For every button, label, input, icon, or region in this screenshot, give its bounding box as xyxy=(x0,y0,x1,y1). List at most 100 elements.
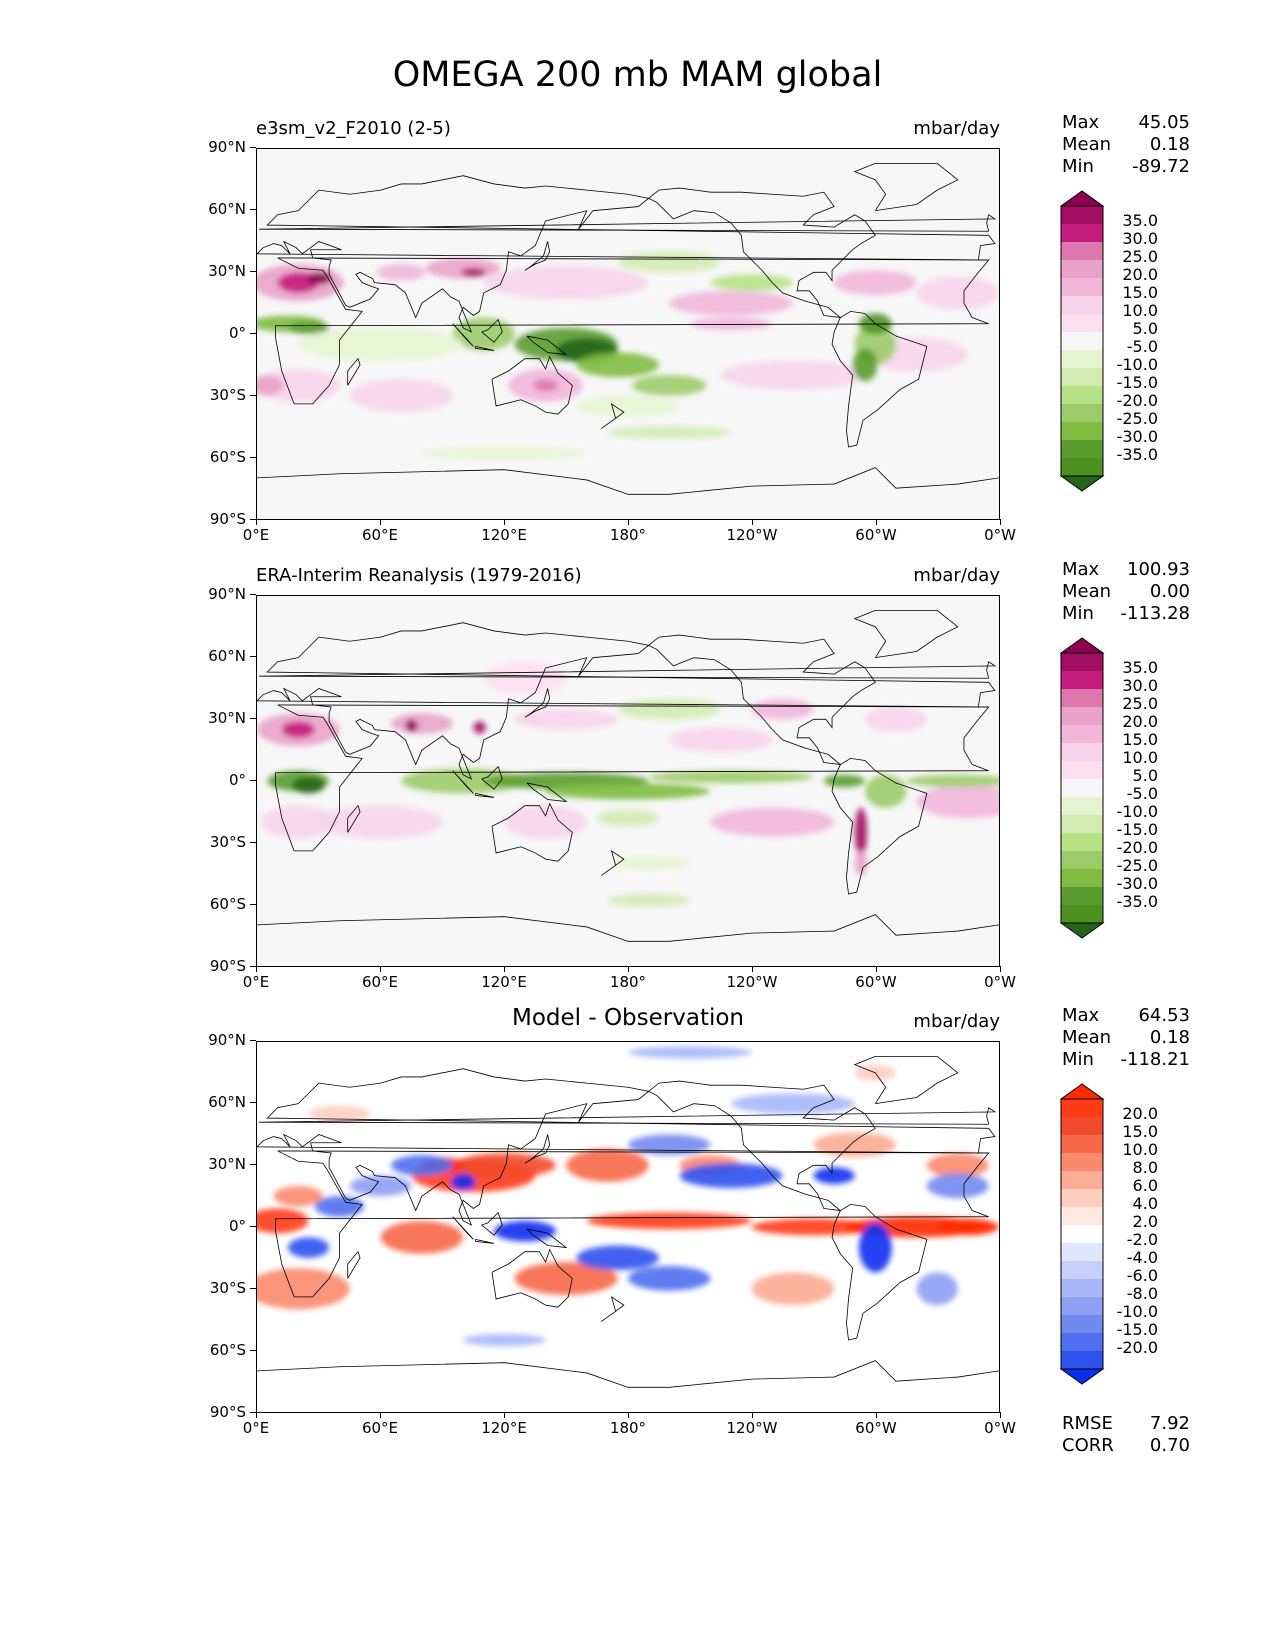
stat-value: -89.72 xyxy=(1131,156,1190,177)
field-contour xyxy=(852,348,878,382)
colorbar-tick-label: 25.0 xyxy=(1122,247,1158,266)
field-contour xyxy=(314,1196,365,1217)
field-contour xyxy=(751,698,814,720)
colorbar-tick-label: 15.0 xyxy=(1122,730,1158,749)
colorbar-tick-label: -25.0 xyxy=(1116,856,1158,875)
colorbar-segment xyxy=(1061,1279,1103,1297)
map-plot xyxy=(256,148,1000,520)
colorbar-extend-max xyxy=(1060,190,1105,207)
colorbar-tick-label: 5.0 xyxy=(1132,766,1158,785)
colorbar-tick-label: 10.0 xyxy=(1122,1140,1158,1159)
field-contour xyxy=(632,375,707,396)
colorbar-segment xyxy=(1061,386,1103,404)
stat-value: 0.00 xyxy=(1149,581,1190,602)
x-tick-label: 60°E xyxy=(340,966,420,991)
colorbar-segment xyxy=(1061,350,1103,368)
x-tick-label: 60°W xyxy=(836,966,916,991)
coastline xyxy=(491,802,573,862)
field-contour xyxy=(483,661,567,695)
colorbar-tick-label: 15.0 xyxy=(1122,283,1158,302)
field-contour xyxy=(648,770,814,784)
y-tick-label: 90°S xyxy=(190,1403,256,1421)
colorbar-segment xyxy=(1061,905,1103,923)
colorbar-segment xyxy=(1061,278,1103,296)
stat-value: -113.28 xyxy=(1120,603,1190,624)
colorbar-tick-label: 35.0 xyxy=(1122,211,1158,230)
field-contour xyxy=(823,774,866,788)
panel-title: ERA-Interim Reanalysis (1979-2016) xyxy=(256,565,582,586)
colorbar-extend-max xyxy=(1060,637,1105,654)
field-contour xyxy=(865,774,907,808)
colorbar-tick-label: -5.0 xyxy=(1126,784,1158,803)
field-contour xyxy=(679,1163,783,1188)
field-contour xyxy=(751,1272,835,1306)
coastline xyxy=(853,1055,959,1105)
coastline xyxy=(475,792,495,798)
y-tick-label: 90°N xyxy=(190,138,256,156)
field-contour xyxy=(906,774,999,788)
field-contour xyxy=(576,352,659,378)
y-tick-label: 30°S xyxy=(190,833,256,851)
field-contour xyxy=(390,1155,453,1176)
field-contour xyxy=(514,1261,618,1295)
coastline xyxy=(491,1248,573,1308)
field-contour xyxy=(669,727,773,753)
field-contour xyxy=(318,805,443,839)
coastline xyxy=(600,1295,625,1322)
y-tick-label: 30°S xyxy=(190,1279,256,1297)
figure-title: OMEGA 200 mb MAM global xyxy=(392,55,883,95)
field-contour xyxy=(720,360,866,390)
field-contour xyxy=(426,257,501,279)
coastline xyxy=(853,609,959,659)
field-contour xyxy=(401,768,525,794)
field-contour xyxy=(916,785,999,818)
x-tick-label: 0°W xyxy=(960,966,1040,991)
field-contour xyxy=(261,805,336,839)
colorbar-tick-label: -25.0 xyxy=(1116,409,1158,428)
coastline xyxy=(452,1216,474,1240)
colorbar-segment xyxy=(1061,260,1103,278)
coastline xyxy=(524,1134,551,1164)
field-contour xyxy=(349,379,453,413)
field-contour xyxy=(607,894,690,907)
coastline xyxy=(475,345,495,351)
field-contour xyxy=(710,807,835,837)
coastline xyxy=(275,704,990,852)
colorbar-segment xyxy=(1061,1351,1103,1369)
field-contour xyxy=(576,1245,659,1271)
field-contour xyxy=(306,272,332,285)
field-contour xyxy=(813,1132,896,1158)
colorbar-segment xyxy=(1061,1135,1103,1153)
coastline xyxy=(475,1238,495,1244)
y-tick-label: 60°S xyxy=(190,448,256,466)
coastline xyxy=(600,849,625,876)
x-tick-label: 120°E xyxy=(464,966,544,991)
colorbar-tick-label: 30.0 xyxy=(1122,229,1158,248)
field-contour xyxy=(576,395,680,417)
coastline xyxy=(347,804,361,833)
field-contour xyxy=(858,1222,892,1273)
colorbar-segment xyxy=(1061,653,1103,671)
metric-value: 0.70 xyxy=(1149,1435,1190,1456)
colorbar-tick-label: -8.0 xyxy=(1126,1284,1158,1303)
colorbar-segment xyxy=(1061,869,1103,887)
y-tick-label: 0° xyxy=(190,771,256,789)
colorbar xyxy=(1060,1083,1105,1385)
field-contour xyxy=(566,1148,649,1182)
colorbar-segment xyxy=(1061,422,1103,440)
colorbar-extend-min xyxy=(1060,922,1105,939)
coastline xyxy=(491,355,573,415)
y-tick-label: 90°N xyxy=(190,585,256,603)
coastline xyxy=(259,214,997,232)
stat-value: 64.53 xyxy=(1138,1005,1190,1026)
colorbar-segment xyxy=(1061,707,1103,725)
field-contour xyxy=(452,1153,556,1178)
colorbar-tick-label: -20.0 xyxy=(1116,838,1158,857)
stat-value: 0.18 xyxy=(1149,134,1190,155)
map-panel-3: Model - Observation mbar/day 90°N 60°N 30°N 0… xyxy=(0,1005,1275,1481)
field-contour xyxy=(257,1268,350,1310)
field-contour xyxy=(586,1212,752,1230)
colorbar-segment xyxy=(1061,332,1103,350)
x-tick-label: 60°E xyxy=(340,519,420,544)
colorbar-tick-label: 10.0 xyxy=(1122,748,1158,767)
